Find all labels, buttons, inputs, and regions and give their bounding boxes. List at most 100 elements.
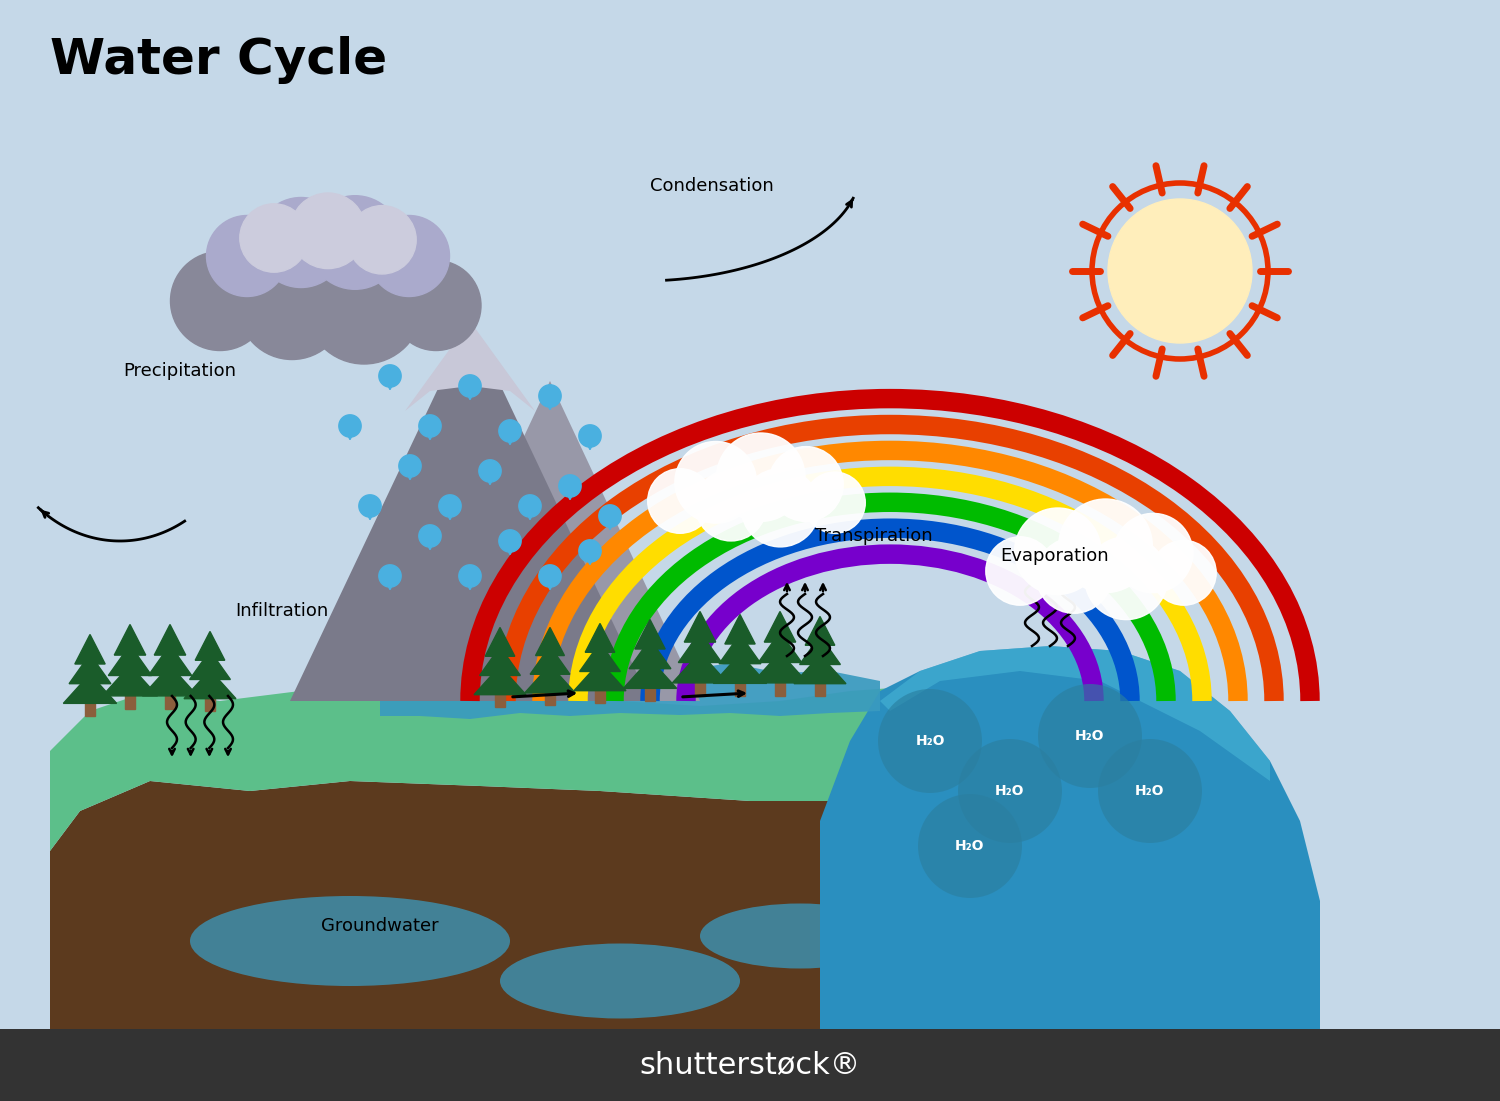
Polygon shape: [290, 321, 650, 701]
Polygon shape: [404, 466, 417, 480]
Bar: [495, 689, 506, 707]
Polygon shape: [344, 426, 357, 439]
Polygon shape: [634, 620, 664, 648]
Text: Evaporation: Evaporation: [1000, 547, 1108, 565]
Circle shape: [768, 447, 843, 522]
Circle shape: [878, 689, 983, 793]
Circle shape: [392, 261, 482, 350]
Circle shape: [262, 196, 393, 325]
Polygon shape: [503, 541, 518, 555]
Polygon shape: [148, 645, 192, 676]
Text: Transpiration: Transpiration: [815, 527, 933, 545]
Ellipse shape: [700, 904, 900, 969]
Polygon shape: [114, 624, 146, 655]
Polygon shape: [464, 386, 477, 400]
Polygon shape: [806, 617, 836, 645]
Polygon shape: [672, 652, 728, 683]
Polygon shape: [478, 460, 501, 482]
Polygon shape: [184, 669, 236, 699]
Circle shape: [1098, 739, 1202, 843]
Polygon shape: [108, 645, 152, 676]
Bar: [206, 694, 214, 711]
Polygon shape: [765, 611, 795, 642]
Polygon shape: [519, 494, 542, 517]
Circle shape: [986, 537, 1054, 606]
Circle shape: [1059, 499, 1152, 592]
Circle shape: [675, 442, 756, 523]
Polygon shape: [560, 475, 580, 498]
Circle shape: [1108, 199, 1252, 344]
Polygon shape: [753, 652, 807, 683]
Circle shape: [1014, 508, 1101, 595]
Polygon shape: [358, 494, 381, 517]
Text: H₂O: H₂O: [1136, 784, 1164, 798]
Polygon shape: [579, 539, 602, 563]
Polygon shape: [624, 658, 676, 688]
Polygon shape: [382, 576, 398, 590]
Polygon shape: [339, 415, 362, 437]
Polygon shape: [423, 426, 436, 439]
Circle shape: [648, 469, 712, 533]
Circle shape: [256, 197, 346, 287]
Polygon shape: [579, 643, 621, 672]
Polygon shape: [562, 486, 578, 500]
Circle shape: [717, 433, 806, 522]
Polygon shape: [538, 385, 561, 407]
Bar: [165, 690, 176, 709]
Polygon shape: [154, 624, 186, 655]
Circle shape: [1113, 513, 1192, 592]
Circle shape: [741, 469, 819, 547]
Polygon shape: [536, 628, 564, 655]
Polygon shape: [63, 674, 117, 704]
Polygon shape: [530, 646, 570, 674]
Polygon shape: [543, 576, 556, 590]
Polygon shape: [459, 374, 482, 397]
Polygon shape: [821, 646, 1320, 1101]
Polygon shape: [380, 663, 880, 719]
Polygon shape: [598, 504, 621, 527]
Polygon shape: [579, 425, 602, 447]
Text: H₂O: H₂O: [996, 784, 1024, 798]
Polygon shape: [603, 516, 616, 530]
Polygon shape: [574, 662, 626, 690]
Polygon shape: [483, 471, 496, 484]
Polygon shape: [759, 632, 801, 663]
Ellipse shape: [500, 944, 740, 1018]
Circle shape: [348, 206, 416, 274]
Polygon shape: [380, 364, 400, 388]
Polygon shape: [500, 530, 520, 552]
Circle shape: [334, 218, 447, 330]
Circle shape: [369, 216, 450, 296]
Polygon shape: [423, 536, 436, 549]
Circle shape: [238, 251, 346, 360]
Polygon shape: [440, 494, 460, 517]
Circle shape: [958, 739, 1062, 843]
Polygon shape: [500, 419, 520, 443]
Polygon shape: [363, 506, 376, 520]
Polygon shape: [794, 655, 846, 684]
Circle shape: [308, 196, 402, 290]
Polygon shape: [189, 651, 231, 679]
Bar: [645, 683, 656, 701]
Polygon shape: [678, 632, 722, 663]
Text: Water Cycle: Water Cycle: [50, 36, 387, 84]
Polygon shape: [524, 506, 537, 520]
Polygon shape: [419, 415, 441, 437]
Circle shape: [696, 469, 766, 541]
Circle shape: [1152, 541, 1216, 606]
Polygon shape: [880, 646, 1270, 781]
Ellipse shape: [190, 896, 510, 986]
Circle shape: [207, 216, 288, 296]
Polygon shape: [75, 634, 105, 664]
Polygon shape: [503, 430, 518, 445]
Polygon shape: [382, 375, 398, 390]
Polygon shape: [400, 381, 700, 701]
Polygon shape: [464, 576, 477, 590]
Polygon shape: [714, 654, 766, 684]
Bar: [815, 678, 825, 696]
Circle shape: [1084, 537, 1167, 620]
Circle shape: [240, 204, 308, 272]
Circle shape: [804, 472, 865, 533]
Polygon shape: [459, 565, 482, 587]
Polygon shape: [585, 623, 615, 652]
